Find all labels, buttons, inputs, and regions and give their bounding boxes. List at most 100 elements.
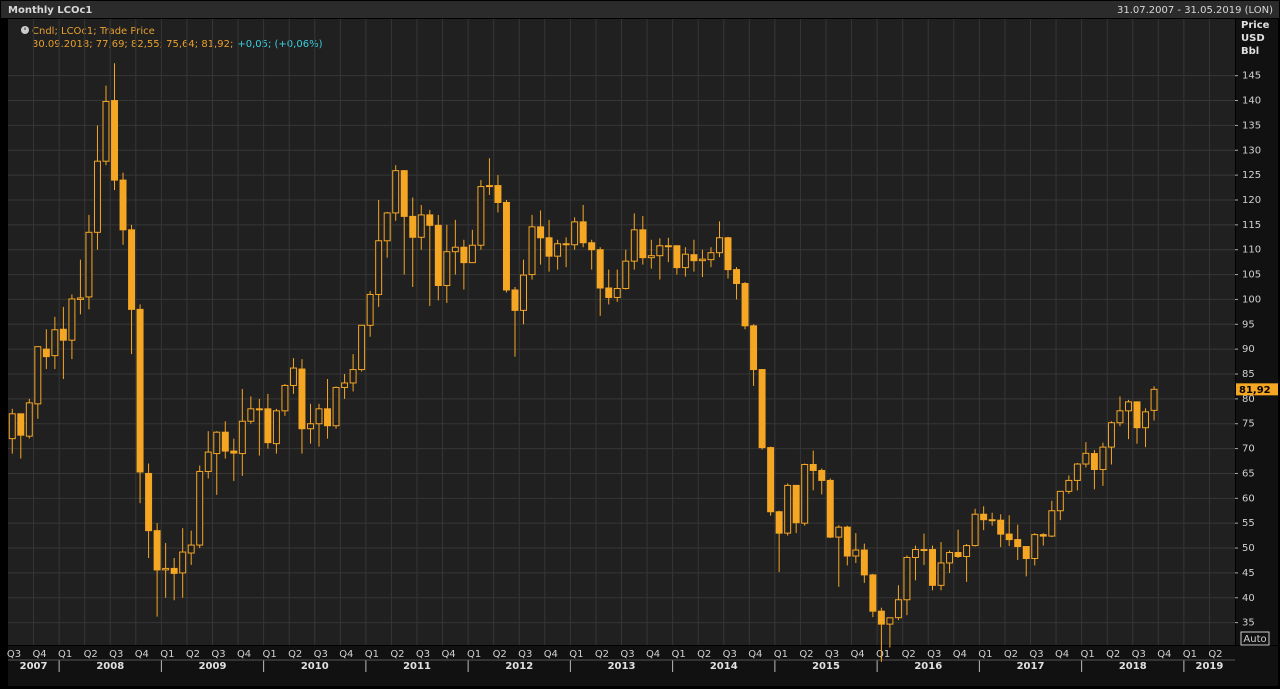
candle-body [920,549,928,552]
candle-body [375,240,383,295]
info: 30.09.2018; 77,69; 82,55; 75,64; 81,92; [32,39,233,50]
candle-body [1116,410,1124,424]
x-tick-label: Q3 [927,649,941,660]
candle-body [775,511,783,534]
candle-body [42,348,50,358]
x-tick-label: Q3 [825,649,839,660]
axis-label: Bbl [1241,46,1259,57]
candle-body [929,549,936,586]
x-tick-label: Q4 [441,649,455,660]
candle-body [85,231,93,298]
candle-body [1142,411,1150,429]
candle-body [997,519,1005,535]
auto-button[interactable] [1240,631,1270,646]
candle-body [562,243,570,246]
info-line: 30.09.2018; 77,69; 82,55; 75,64; 81,92; +… [32,39,323,50]
candle-body [443,251,451,287]
year-label: 2012 [505,661,533,672]
candle-body [17,413,25,436]
axis-label: Price [1241,20,1270,31]
x-tick-label: Q2 [288,649,302,660]
y-axis-area [1236,19,1278,645]
candle-body [596,249,604,289]
candle-body [315,408,323,425]
candle-body [349,369,357,384]
x-tick-label: Q3 [1132,649,1146,660]
x-tick-label: Q3 [7,649,21,660]
candle-body [818,469,826,481]
x-tick-label: Q2 [799,649,813,660]
x-tick-label: Q1 [160,649,174,660]
auto-button-label[interactable]: Auto [1243,634,1266,645]
x-tick-label: Q4 [135,649,149,660]
candle-body [1031,534,1039,559]
candle-body [554,243,562,257]
year-label: 2017 [1017,661,1045,672]
candle-body [639,229,647,259]
y-tick-label: 110 [1242,245,1261,256]
candle-body [221,431,229,452]
candle-body [383,212,391,242]
y-tick-label: 115 [1242,220,1261,231]
x-tick-label: Q1 [672,649,686,660]
y-tick-label: 60 [1242,493,1255,504]
candle-body [272,410,280,445]
candle-body [196,470,204,546]
candle-body [264,408,272,444]
candle-body [460,246,468,264]
x-tick-label: Q1 [365,649,379,660]
y-tick-label: 95 [1242,319,1255,330]
y-tick-label: 135 [1242,120,1261,131]
candle-body [954,552,962,557]
y-tick-label: 140 [1242,96,1261,107]
candle-body [485,185,493,188]
year-label: 2016 [914,661,942,672]
candle-body [289,367,297,386]
candle-body [1090,453,1098,470]
x-tick-label: Q4 [1055,649,1069,660]
candle-body [571,221,579,246]
x-tick-label: Q1 [1183,649,1197,660]
candle-body [255,408,263,411]
candle-body [860,549,868,576]
candle-body [426,214,434,226]
candle-body [716,237,723,254]
x-axis-area [8,646,1278,686]
candle-body [341,382,349,388]
x-tick-label: Q1 [876,649,890,660]
candle-body [843,526,851,557]
candle-body [767,447,775,513]
candle-body [852,549,860,557]
candle-body [1082,452,1090,465]
candle-body [307,423,314,430]
candle-body [579,221,587,244]
candle-body [690,254,698,262]
y-tick-label: 80 [1242,394,1255,405]
header-bar [1,1,1279,18]
candle-body [451,246,459,253]
candle-body [179,551,187,574]
x-tick-label: Q1 [1081,649,1095,660]
x-tick-label: Q4 [646,649,660,660]
x-tick-label: Q2 [186,649,200,660]
candle-body [826,479,834,538]
y-tick-label: 35 [1242,618,1255,629]
candle-body [136,308,144,473]
x-tick-label: Q1 [467,649,481,660]
candle-body [1065,479,1073,492]
y-tick-label: 125 [1242,170,1261,181]
y-tick-label: 50 [1242,543,1255,554]
candle-body [758,369,766,449]
year-label: 2008 [96,661,124,672]
candle-body [750,325,758,371]
candle-body [145,472,153,532]
candle-body [25,402,33,437]
candle-body [324,408,332,427]
candle-body [835,526,843,538]
candle-body [733,269,741,285]
candle-body [741,283,749,327]
candle-body [1107,422,1115,448]
candle-body [801,464,809,524]
candle-body [698,258,706,262]
